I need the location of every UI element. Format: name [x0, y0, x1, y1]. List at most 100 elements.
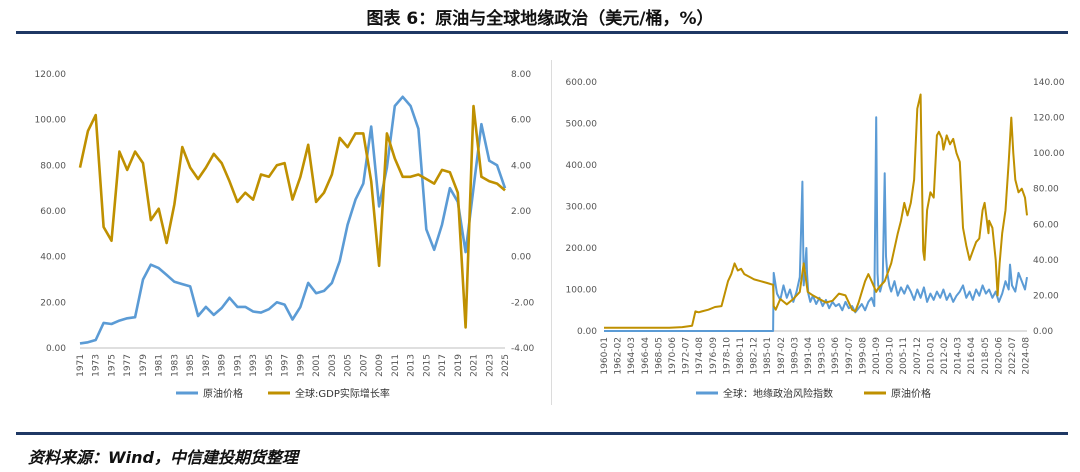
right-x-tick-label: 2003-10	[886, 337, 896, 375]
right-series-line-2	[604, 93, 1028, 329]
left-x-tick-label: 2011	[391, 354, 401, 377]
right-x-tick-label: 1962-02	[614, 337, 624, 375]
right-x-tick-label: 1991-04	[804, 337, 814, 375]
left-x-tick-label: 2023	[485, 354, 495, 377]
left-y-right-tick-label: -2.00	[511, 298, 535, 308]
right-x-tick-label: 1980-11	[736, 337, 746, 375]
right-x-tick-label: 1982-12	[750, 337, 760, 375]
left-x-tick-label: 2007	[359, 354, 369, 377]
right-x-tick-label: 1999-08	[858, 337, 868, 375]
right-x-tick-label: 1964-03	[627, 337, 637, 375]
left-x-tick-label: 2009	[375, 354, 385, 377]
left-x-tick-label: 1981	[155, 354, 165, 377]
left-x-tick-label: 2021	[470, 354, 480, 377]
left-series-line-1	[79, 95, 507, 345]
left-x-tick-label: 1997	[281, 354, 291, 377]
left-x-tick-label: 1985	[186, 354, 196, 377]
panel-divider	[551, 60, 552, 405]
right-x-tick-label: 1989-03	[790, 337, 800, 375]
right-x-tick-label: 2022-07	[1008, 337, 1018, 375]
right-x-tick-label: 1972-07	[682, 337, 692, 375]
left-x-tick-label: 1979	[139, 354, 149, 377]
right-x-tick-label: 1968-05	[654, 337, 664, 375]
left-y-right-tick-label: 2.00	[511, 207, 531, 217]
right-x-tick-label: 1993-05	[818, 337, 828, 375]
bottom-rule	[16, 432, 1068, 435]
left-y-right-tick-label: -4.00	[511, 344, 535, 354]
left-x-tick-label: 1977	[123, 354, 133, 377]
right-legend-label-1: 全球：地缘政治风险指数	[723, 387, 833, 400]
left-x-tick-label: 1975	[107, 354, 117, 377]
right-x-tick-label: 2001-09	[872, 337, 882, 375]
source-note: 资料来源：Wind，中信建投期货整理	[28, 448, 298, 467]
left-x-tick-label: 2019	[454, 354, 464, 377]
right-x-tick-label: 1995-06	[831, 337, 841, 375]
left-y-left-tick-label: 0.00	[46, 344, 66, 354]
left-y-left-tick-label: 80.00	[40, 161, 66, 171]
right-x-tick-label: 2012-02	[940, 337, 950, 375]
left-y-right-tick-label: 4.00	[511, 161, 531, 171]
top-rule	[16, 31, 1068, 34]
right-y-left-tick-label: 0.00	[577, 327, 597, 337]
right-x-tick-label: 2024-08	[1022, 337, 1032, 375]
left-y-left-tick-label: 120.00	[35, 70, 67, 80]
right-y-right-tick-label: 20.00	[1033, 291, 1059, 301]
left-x-tick-label: 1987	[202, 354, 212, 377]
right-x-tick-label: 2014-03	[954, 337, 964, 375]
right-legend-label-2: 原油价格	[891, 387, 931, 400]
left-x-tick-label: 2025	[501, 354, 511, 377]
left-y-right-tick-label: 6.00	[511, 116, 531, 126]
left-x-tick-label: 1983	[170, 354, 180, 377]
right-x-tick-label: 1985-01	[763, 337, 773, 375]
right-y-right-tick-label: 60.00	[1033, 220, 1059, 230]
left-x-tick-label: 1999	[296, 354, 306, 377]
right-y-right-tick-label: 40.00	[1033, 256, 1059, 266]
right-x-tick-label: 2016-04	[967, 337, 977, 375]
left-y-left-tick-label: 20.00	[40, 298, 66, 308]
left-x-tick-label: 1971	[76, 354, 86, 377]
left-y-left-tick-label: 60.00	[40, 207, 66, 217]
left-x-tick-label: 2005	[344, 354, 354, 377]
left-y-right-tick-label: 0.00	[511, 253, 531, 263]
left-x-tick-label: 2017	[438, 354, 448, 377]
left-y-left-tick-label: 40.00	[40, 253, 66, 263]
right-y-right-tick-label: 120.00	[1033, 114, 1065, 124]
right-y-right-tick-label: 100.00	[1033, 149, 1065, 159]
right-x-tick-label: 1966-04	[641, 337, 651, 375]
right-x-tick-label: 1976-09	[709, 337, 719, 375]
left-x-tick-label: 2013	[407, 354, 417, 377]
right-y-left-tick-label: 200.00	[566, 244, 598, 254]
right-y-right-tick-label: 140.00	[1033, 78, 1065, 88]
left-y-left-tick-label: 100.00	[35, 116, 67, 126]
left-x-tick-label: 2001	[312, 354, 322, 377]
right-x-tick-label: 1974-08	[695, 337, 705, 375]
left-x-tick-label: 2003	[328, 354, 338, 377]
left-y-right-tick-label: 8.00	[511, 70, 531, 80]
left-x-tick-label: 1993	[249, 354, 259, 377]
right-x-tick-label: 1970-06	[668, 337, 678, 375]
right-x-tick-label: 1978-10	[722, 337, 732, 375]
left-legend-label-1: 原油价格	[203, 387, 243, 400]
right-y-left-tick-label: 300.00	[566, 203, 598, 213]
right-x-tick-label: 2018-05	[981, 337, 991, 375]
left-x-tick-label: 2015	[422, 354, 432, 377]
right-x-tick-label: 2010-01	[926, 337, 936, 375]
right-y-right-tick-label: 80.00	[1033, 185, 1059, 195]
left-legend-label-2: 全球:GDP实际增长率	[295, 387, 390, 400]
left-x-tick-label: 1973	[92, 354, 102, 377]
right-y-right-tick-label: 0.00	[1033, 327, 1053, 337]
right-y-left-tick-label: 400.00	[566, 161, 598, 171]
left-x-tick-label: 1989	[218, 354, 228, 377]
left-x-tick-label: 1991	[233, 354, 243, 377]
right-y-left-tick-label: 500.00	[566, 120, 598, 130]
right-x-tick-label: 2005-11	[899, 337, 909, 375]
left-series-line-2	[78, 104, 506, 329]
right-x-tick-label: 1960-01	[600, 337, 610, 375]
right-x-tick-label: 2007-12	[913, 337, 923, 375]
right-x-tick-label: 1987-02	[777, 337, 787, 375]
figure-title: 图表 6：原油与全球地缘政治（美元/桶，%）	[366, 9, 714, 29]
right-x-tick-label: 1997-07	[845, 337, 855, 375]
left-x-tick-label: 1995	[265, 354, 275, 377]
right-y-left-tick-label: 100.00	[566, 286, 598, 296]
